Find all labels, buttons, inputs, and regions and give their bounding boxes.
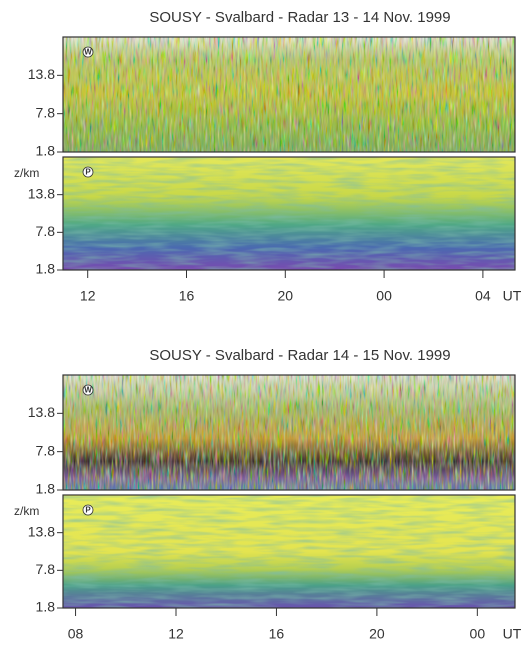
x-tick-label: 00: [376, 288, 392, 304]
y-tick-label: 13.8: [28, 66, 55, 82]
x-tick-label: 04: [475, 288, 491, 304]
y-tick-label: 1.8: [36, 481, 56, 497]
y-tick-label: 7.8: [36, 104, 56, 120]
chart-title: SOUSY - Svalbard - Radar 13 - 14 Nov. 19…: [149, 9, 450, 26]
x-tick-label: 12: [168, 626, 184, 642]
panel-frame: [62, 156, 516, 271]
x-tick-label: 08: [68, 626, 84, 642]
y-tick-label: 7.8: [36, 561, 56, 577]
y-tick-label: 1.8: [36, 143, 56, 159]
x-tick-label: 20: [369, 626, 385, 642]
panel-label: W: [84, 48, 92, 57]
y-tick-label: 7.8: [36, 442, 56, 458]
x-tick-label: 16: [179, 288, 195, 304]
panel-frame: [62, 36, 516, 153]
radar-texture: [63, 37, 515, 152]
y-axis-label: z/km: [14, 166, 39, 180]
panel-frame: [62, 374, 516, 491]
y-tick-label: 13.8: [28, 523, 55, 539]
panel-badge: [82, 504, 94, 516]
chart-title: SOUSY - Svalbard - Radar 14 - 15 Nov. 19…: [149, 347, 450, 364]
y-tick-label: 1.8: [36, 261, 56, 277]
x-tick-label: 12: [80, 288, 96, 304]
x-axis-label: UT: [503, 626, 522, 642]
y-tick-label: 13.8: [28, 404, 55, 420]
y-tick-label: 13.8: [28, 185, 55, 201]
panel-badge: [82, 166, 94, 178]
panel-badge: [82, 384, 94, 396]
x-axis-label: UT: [503, 288, 522, 304]
panel-label: P: [85, 506, 91, 515]
panel-frame: [62, 494, 516, 609]
y-tick-label: 1.8: [36, 599, 56, 615]
y-axis-label: z/km: [14, 504, 39, 518]
radar-texture: [63, 375, 515, 490]
x-tick-label: 00: [470, 626, 486, 642]
panel-badge: [82, 46, 94, 58]
x-tick-label: 16: [269, 626, 285, 642]
radar-texture: [63, 157, 515, 270]
radar-texture: [63, 495, 515, 608]
y-tick-label: 7.8: [36, 223, 56, 239]
panel-label: W: [84, 386, 92, 395]
panel-label: P: [85, 168, 91, 177]
x-tick-label: 20: [278, 288, 294, 304]
